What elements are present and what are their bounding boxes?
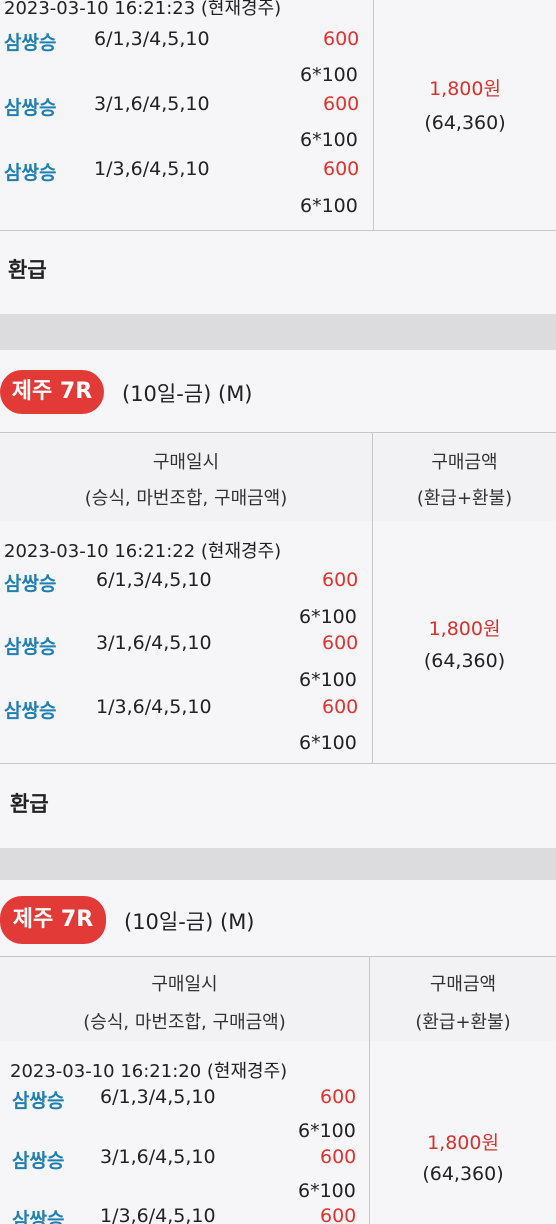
bet-combo: 6/1,3/4,5,10: [100, 1086, 216, 1108]
bet-multiplier: 6*100: [300, 129, 358, 151]
refund-amount: (64,360): [424, 112, 506, 134]
bet-combo: 6/1,3/4,5,10: [94, 28, 210, 50]
column-divider: [373, 0, 374, 230]
bet-amount: 600: [322, 632, 359, 654]
bet-type: 삼쌍승: [4, 700, 57, 722]
bet-combo: 3/1,6/4,5,10: [94, 93, 210, 115]
card-separator: [0, 314, 556, 350]
bet-type: 삼쌍승: [4, 162, 57, 184]
bet-type: 삼쌍승: [4, 573, 57, 595]
bet-amount: 600: [320, 1086, 357, 1108]
bet-amount: 600: [323, 28, 360, 50]
refund-label[interactable]: 환급: [8, 258, 47, 282]
total-amount: 1,800원: [428, 618, 501, 640]
bet-combo: 1/3,6/4,5,10: [94, 158, 210, 180]
race-info: (10일-금) (M): [122, 382, 253, 406]
bet-combo: 1/3,6/4,5,10: [96, 696, 212, 718]
header-refund: (환급+환불): [416, 488, 513, 509]
bet-amount: 600: [320, 1205, 357, 1224]
bet-amount: 600: [323, 93, 360, 115]
bet-type: 삼쌍승: [12, 1209, 65, 1224]
table-header: [0, 433, 556, 521]
column-divider: [369, 957, 370, 1224]
bet-card-2: 제주 7R (10일-금) (M) 구매일시 (승식, 마번조합, 구매금액) …: [0, 350, 556, 848]
header-refund: (환급+환불): [415, 1012, 511, 1033]
header-purchase-amount: 구매금액: [429, 974, 497, 995]
table-top-border: [0, 956, 556, 957]
table-header: [0, 957, 556, 1041]
race-badge: 제주 7R: [0, 370, 104, 414]
total-amount: 1,800원: [429, 78, 501, 100]
bet-multiplier: 6*100: [299, 669, 357, 691]
purchase-timestamp: 2023-03-10 16:21:23 (현재경주): [4, 0, 282, 19]
total-amount: 1,800원: [427, 1132, 499, 1154]
column-divider: [372, 433, 373, 763]
header-purchase-amount: 구매금액: [431, 452, 498, 473]
bet-type: 삼쌍승: [12, 1150, 65, 1172]
bet-multiplier: 6*100: [298, 1120, 356, 1142]
header-purchase-detail: (승식, 마번조합, 구매금액): [84, 488, 288, 509]
row-divider: [0, 230, 556, 231]
race-info: (10일-금) (M): [124, 910, 255, 934]
bet-card-3: 제주 7R (10일-금) (M) 구매일시 (승식, 마번조합, 구매금액) …: [0, 880, 556, 1224]
bet-multiplier: 6*100: [299, 732, 357, 754]
refund-label[interactable]: 환급: [10, 792, 49, 816]
bet-type: 삼쌍승: [4, 32, 57, 54]
bet-multiplier: 6*100: [300, 195, 358, 217]
bet-type: 삼쌍승: [12, 1090, 65, 1112]
bet-combo: 3/1,6/4,5,10: [96, 632, 212, 654]
header-purchase-time: 구매일시: [152, 452, 220, 473]
header-purchase-time: 구매일시: [151, 974, 218, 995]
bet-type: 삼쌍승: [4, 97, 57, 119]
refund-amount: (64,360): [422, 1163, 504, 1185]
bet-amount: 600: [320, 1146, 357, 1168]
header-purchase-detail: (승식, 마번조합, 구매금액): [83, 1012, 286, 1033]
purchase-timestamp: 2023-03-10 16:21:20 (현재경주): [10, 1061, 288, 1082]
purchase-timestamp: 2023-03-10 16:21:22 (현재경주): [4, 541, 282, 562]
bet-type: 삼쌍승: [4, 636, 57, 658]
bet-amount: 600: [322, 696, 359, 718]
bet-combo: 3/1,6/4,5,10: [100, 1146, 216, 1168]
table-top-border: [0, 432, 556, 433]
refund-amount: (64,360): [423, 650, 506, 672]
card-separator: [0, 848, 556, 880]
bet-combo: 6/1,3/4,5,10: [96, 569, 212, 591]
bet-card-1: 2023-03-10 16:21:23 (현재경주) 삼쌍승 6/1,3/4,5…: [0, 0, 556, 314]
bet-amount: 600: [323, 158, 360, 180]
race-badge: 제주 7R: [0, 896, 106, 944]
bet-combo: 1/3,6/4,5,10: [100, 1205, 216, 1224]
bet-multiplier: 6*100: [300, 64, 358, 86]
bet-multiplier: 6*100: [299, 606, 357, 628]
row-divider: [0, 763, 556, 764]
bet-multiplier: 6*100: [298, 1180, 356, 1202]
bet-amount: 600: [322, 569, 359, 591]
